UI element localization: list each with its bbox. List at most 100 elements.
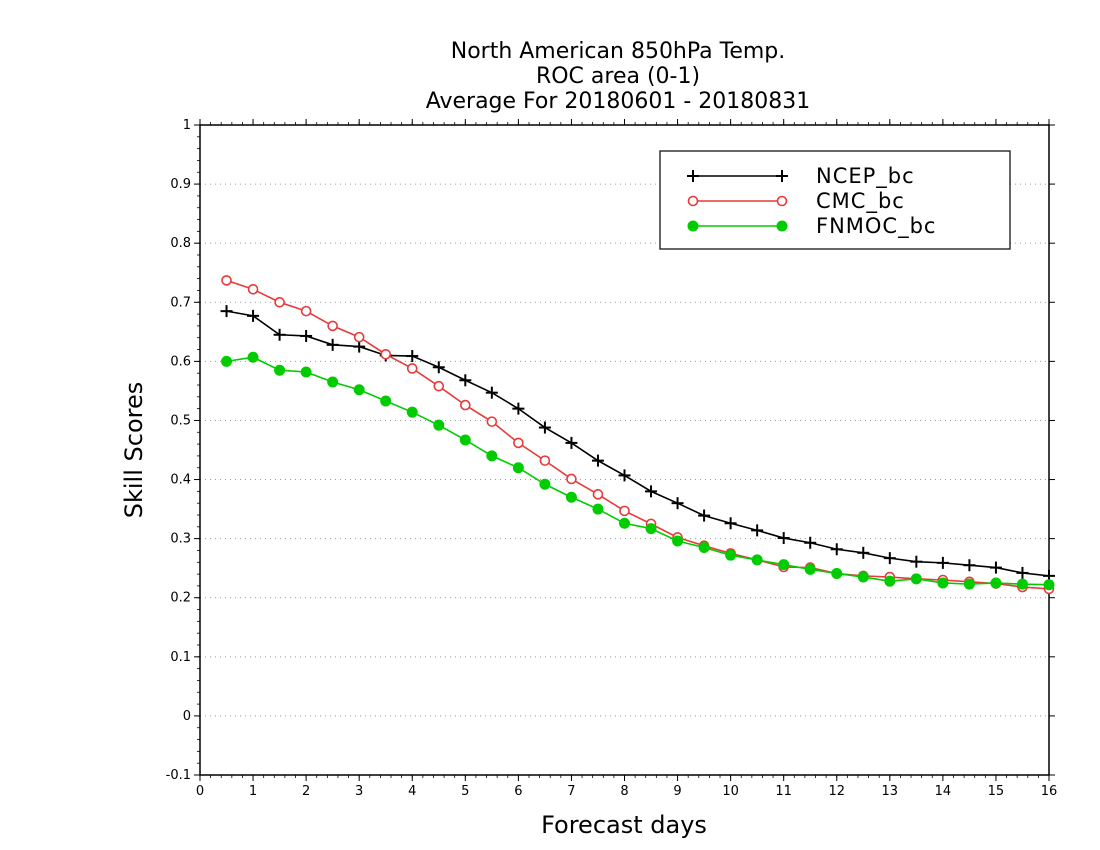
data-point: [592, 503, 604, 515]
data-point: [353, 384, 365, 396]
data-point: [221, 355, 233, 367]
x-tick-label: 0: [196, 784, 204, 799]
data-point: [380, 348, 392, 360]
data-point: [327, 320, 338, 332]
data-point: [804, 563, 816, 575]
data-point: [724, 517, 737, 530]
legend-label: FNMOC_bc: [816, 214, 936, 239]
series-line: [226, 279, 1050, 590]
y-tick-label: 0: [183, 709, 191, 724]
data-point: [406, 363, 418, 374]
y-tick-label: 0.8: [170, 236, 191, 251]
data-point: [274, 296, 285, 308]
data-point: [220, 305, 233, 318]
data-point: [884, 575, 896, 587]
chart-title-line-2: ROC area (0-1): [536, 64, 700, 89]
data-point: [619, 505, 630, 517]
data-point: [645, 485, 658, 498]
x-tick-label: 7: [567, 784, 575, 799]
legend-item: FNMOC_bc: [687, 214, 936, 239]
data-point: [538, 421, 551, 434]
data-point: [937, 577, 949, 589]
data-point: [539, 455, 551, 466]
data-point: [460, 399, 471, 411]
data-point: [910, 573, 922, 585]
data-point: [406, 350, 419, 363]
data-point: [327, 376, 339, 388]
legend-marker: [687, 220, 699, 232]
data-point: [990, 577, 1002, 589]
data-point: [698, 509, 711, 522]
data-point: [751, 554, 763, 566]
x-tick-label: 3: [355, 784, 363, 799]
data-point: [619, 517, 630, 529]
data-point: [592, 489, 604, 500]
x-tick-label: 1: [249, 784, 257, 799]
data-point: [1016, 566, 1029, 579]
series-CMC_bc: [221, 275, 1055, 595]
series-line: [226, 310, 1050, 577]
legend-label: CMC_bc: [816, 189, 905, 214]
legend-marker: [776, 170, 788, 182]
x-tick-label: 14: [935, 784, 952, 799]
x-tick-label: 2: [302, 784, 310, 799]
data-point: [830, 543, 843, 556]
data-point: [566, 473, 577, 485]
series-FNMOC_bc: [221, 351, 1055, 591]
data-point: [486, 450, 498, 462]
data-point: [804, 536, 817, 549]
data-point: [300, 305, 312, 317]
data-point: [698, 542, 710, 553]
data-point: [353, 331, 365, 343]
data-point: [645, 523, 657, 535]
x-axis-label: Forecast days: [541, 811, 707, 839]
data-point: [459, 434, 471, 446]
y-tick-label: 0.9: [170, 177, 191, 192]
data-point: [485, 386, 498, 399]
chart-title-line-3: Average For 20180601 - 20180831: [426, 89, 811, 114]
x-tick-label: 4: [408, 784, 416, 799]
x-tick-label: 9: [673, 784, 681, 799]
data-point: [910, 555, 923, 568]
data-point: [406, 406, 418, 418]
data-point: [963, 578, 975, 590]
y-tick-label: 0.6: [170, 354, 191, 369]
data-point: [273, 328, 286, 341]
y-tick-label: 0.4: [170, 473, 191, 488]
data-point: [539, 478, 551, 490]
y-tick-label: 1: [183, 118, 191, 133]
data-point: [512, 402, 525, 415]
x-tick-label: 11: [775, 784, 792, 799]
data-point: [565, 491, 577, 503]
data-point: [432, 361, 445, 374]
x-tick-label: 12: [828, 784, 845, 799]
data-point: [857, 571, 869, 583]
data-point: [326, 338, 339, 351]
x-tick-label: 8: [620, 784, 628, 799]
gridlines: [200, 183, 1049, 717]
series-NCEP_bc: [220, 305, 1055, 582]
x-tick-label: 6: [514, 784, 522, 799]
data-point: [433, 380, 445, 392]
legend-label: NCEP_bc: [816, 164, 915, 189]
data-point: [777, 532, 790, 545]
y-tick-label: 0.7: [170, 295, 191, 310]
data-point: [247, 309, 260, 322]
data-point: [751, 524, 764, 537]
legend-marker: [776, 195, 788, 207]
legend-marker: [776, 220, 788, 232]
data-point: [433, 419, 445, 431]
data-point: [486, 416, 498, 427]
legend-box: [659, 150, 1011, 250]
legend-marker: [687, 195, 699, 207]
data-point: [247, 351, 259, 363]
data-point: [857, 546, 870, 559]
chart-title: North American 850hPa Temp. ROC area (0-…: [426, 39, 811, 114]
data-point: [565, 436, 578, 449]
data-point: [936, 556, 949, 569]
data-point: [672, 535, 684, 547]
y-axis-label: Skill Scores: [120, 382, 148, 519]
data-point: [883, 552, 896, 565]
